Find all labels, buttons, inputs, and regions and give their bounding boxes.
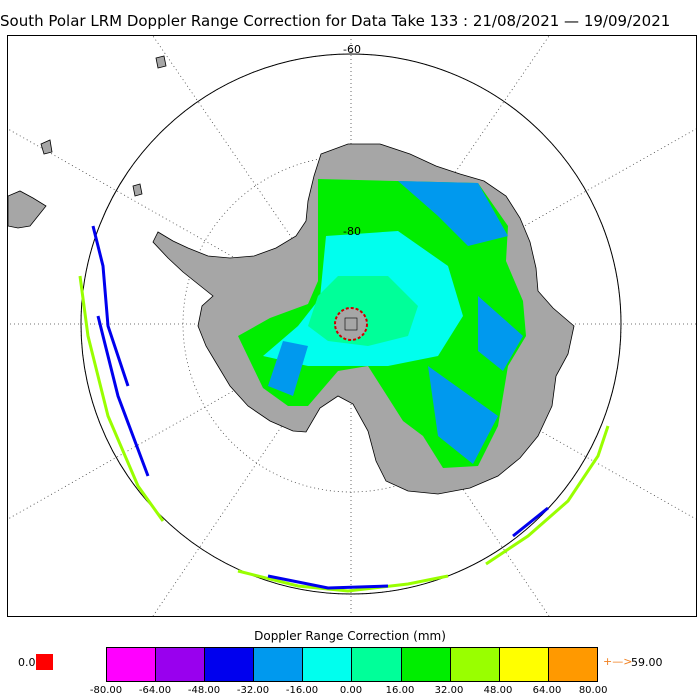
map-title: South Polar LRM Doppler Range Correction… xyxy=(0,12,671,30)
doppler-swath-continent xyxy=(238,179,526,468)
pole-marker xyxy=(344,317,358,331)
colorbar xyxy=(106,647,598,682)
doppler-swath-ocean xyxy=(78,225,610,593)
map-boundary-circle xyxy=(80,53,622,595)
colorbar-swatch xyxy=(156,648,206,681)
lat-label-80: -80 xyxy=(343,225,361,238)
colorbar-tick: -48.00 xyxy=(187,685,221,696)
lat-label-60: -60 xyxy=(343,43,361,56)
colorbar-swatch xyxy=(205,648,255,681)
polar-map-canvas: -60 -80 xyxy=(8,36,696,616)
pole-hole-ring xyxy=(334,307,368,341)
colorbar-swatch xyxy=(254,648,304,681)
colorbar-swatch xyxy=(401,648,451,681)
polar-map: -60 -80 xyxy=(7,35,697,617)
under-range-value: 0.0 xyxy=(18,656,36,669)
colorbar-tick: 48.00 xyxy=(483,685,513,696)
colorbar-tick: -64.00 xyxy=(138,685,172,696)
colorbar-swatch xyxy=(107,648,157,681)
colorbar-ticks: -80.00 -64.00 -48.00 -32.00 -16.00 0.00 … xyxy=(90,685,608,699)
colorbar-tick: -16.00 xyxy=(285,685,319,696)
colorbar-swatch xyxy=(303,648,353,681)
colorbar-tick: -32.00 xyxy=(236,685,270,696)
colorbar-swatch xyxy=(499,648,549,681)
landmass-other xyxy=(8,55,167,229)
over-range-value: 59.00 xyxy=(631,656,663,669)
colorbar-tick: 0.00 xyxy=(339,685,363,696)
colorbar-tick: 16.00 xyxy=(385,685,415,696)
colorbar-tick: 64.00 xyxy=(532,685,562,696)
colorbar-tick: 32.00 xyxy=(434,685,464,696)
colorbar-swatch xyxy=(450,648,500,681)
colorbar-swatch xyxy=(548,648,597,681)
colorbar-title: Doppler Range Correction (mm) xyxy=(254,629,446,643)
colorbar-tick: -80.00 xyxy=(89,685,123,696)
colorbar-swatch xyxy=(352,648,402,681)
under-range-swatch xyxy=(36,654,53,670)
colorbar-tick: 80.00 xyxy=(578,685,608,696)
over-range-arrow: +—> xyxy=(603,655,633,668)
